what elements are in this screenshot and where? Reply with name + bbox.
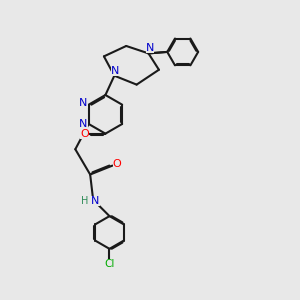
Text: N: N: [111, 66, 119, 76]
Text: N: N: [91, 196, 100, 206]
Text: Cl: Cl: [104, 259, 115, 269]
Text: N: N: [79, 98, 88, 108]
Text: O: O: [80, 129, 89, 139]
Text: H: H: [80, 196, 88, 206]
Text: N: N: [146, 44, 154, 53]
Text: O: O: [112, 159, 121, 169]
Text: N: N: [79, 119, 88, 129]
